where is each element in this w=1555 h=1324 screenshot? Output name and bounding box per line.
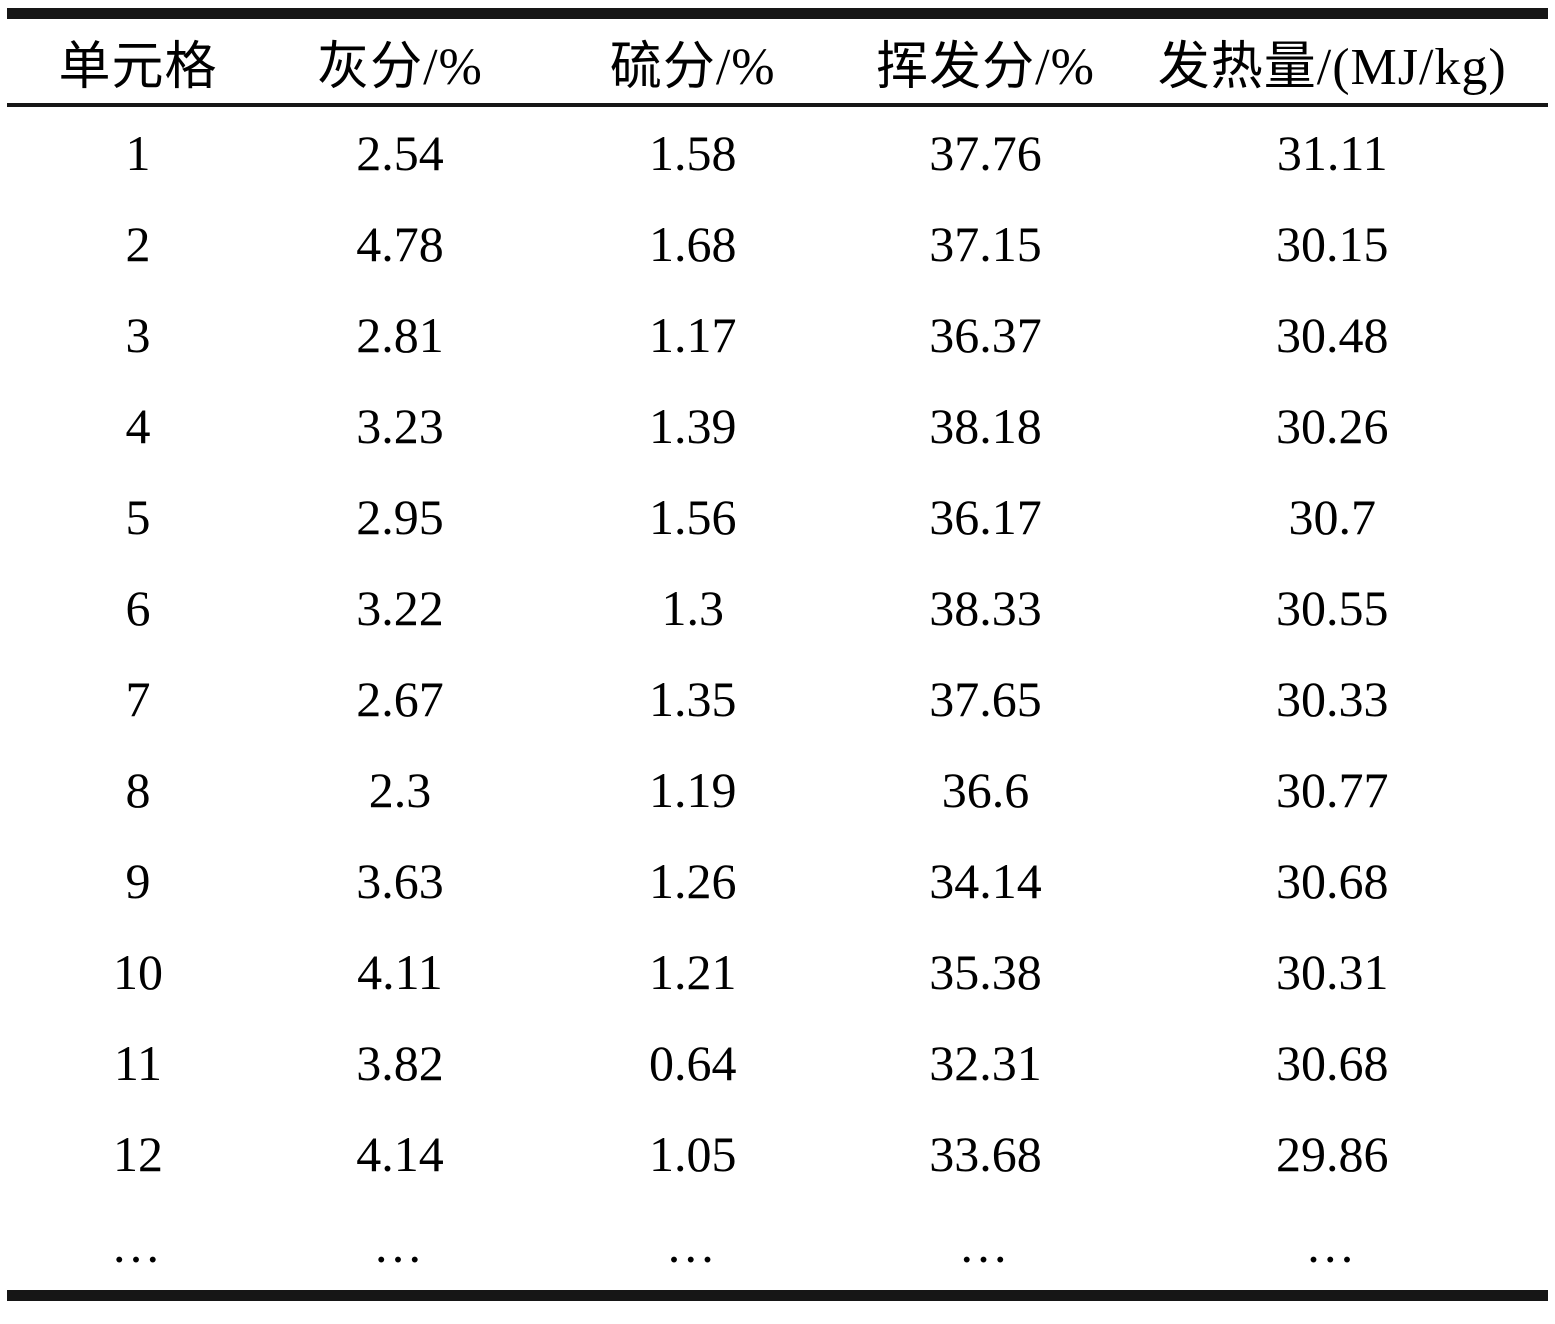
table-cell-volatile: 37.15 (929, 215, 1042, 272)
table-cell-calorific: 30.77 (1276, 761, 1389, 818)
table-cell-sulfur: 1.26 (648, 852, 737, 909)
table-cell-cell: 2 (125, 215, 151, 272)
table-cell-cell: 8 (125, 761, 151, 818)
table-row: 3 2.81 1.17 36.37 30.48 (7, 289, 1548, 380)
table-row: 6 3.22 1.3 38.33 30.55 (7, 562, 1548, 653)
table-cell-calorific: 30.68 (1276, 852, 1389, 909)
table-cell-sulfur: 1.3 (661, 579, 724, 636)
table-cell-calorific: 30.15 (1276, 215, 1389, 272)
table-cell-sulfur: 0.64 (648, 1034, 737, 1091)
table-cell-cell: … (110, 1216, 165, 1273)
table-row: 11 3.82 0.64 32.31 30.68 (7, 1017, 1548, 1108)
table-cell-ash: 4.11 (357, 943, 443, 1000)
table-cell-volatile: 36.17 (929, 488, 1042, 545)
table-row: 9 3.63 1.26 34.14 30.68 (7, 835, 1548, 926)
column-header: 灰分/% (268, 13, 531, 107)
table-cell-calorific: 30.26 (1276, 397, 1389, 454)
table-cell-volatile: 32.31 (929, 1034, 1042, 1091)
table-cell-volatile: 36.6 (941, 761, 1030, 818)
table-cell-volatile: 34.14 (929, 852, 1042, 909)
column-header: 单元格 (7, 13, 269, 107)
table-cell-volatile: … (958, 1216, 1013, 1273)
table-cell-volatile: 35.38 (929, 943, 1042, 1000)
table-cell-calorific: 30.48 (1276, 306, 1389, 363)
table-cell-sulfur: 1.21 (648, 943, 737, 1000)
table-row: 7 2.67 1.35 37.65 30.33 (7, 653, 1548, 744)
table-cell-volatile: 36.37 (929, 306, 1042, 363)
table-cell-cell: 11 (113, 1034, 163, 1091)
table-cell-sulfur: 1.58 (648, 124, 737, 181)
table-cell-cell: 5 (125, 488, 151, 545)
table-cell-ash: 4.78 (356, 215, 444, 272)
table-cell-volatile: 33.68 (929, 1125, 1042, 1182)
table-cell-sulfur: 1.39 (648, 397, 737, 454)
table-body: 1 2.54 1.58 37.76 31.11 2 4.78 1.68 37.15 30.15 3 2… (7, 105, 1548, 1296)
table-cell-cell: 7 (125, 670, 151, 727)
table-cell-cell: 6 (125, 579, 151, 636)
table-cell-sulfur: 1.56 (648, 488, 737, 545)
table-row: 8 2.3 1.19 36.6 30.77 (7, 744, 1548, 835)
table-cell-calorific: … (1305, 1216, 1360, 1273)
table-header: 单元格 灰分/% 硫分/% 挥发分/% 发热量/(MJ/kg) (7, 13, 1548, 107)
table-cell-calorific: 30.33 (1276, 670, 1389, 727)
header-row: 单元格 灰分/% 硫分/% 挥发分/% 发热量/(MJ/kg) (7, 13, 1548, 107)
table-cell-ash: 4.14 (356, 1125, 444, 1182)
ellipsis-row: … … … … … (7, 1199, 1548, 1296)
table-row: 4 3.23 1.39 38.18 30.26 (7, 380, 1548, 471)
table-cell-calorific: 30.7 (1288, 488, 1377, 545)
table-cell-cell: 10 (112, 943, 163, 1000)
table-cell-ash: 3.82 (356, 1034, 444, 1091)
table-cell-volatile: 37.76 (929, 124, 1042, 181)
table-cell-sulfur: 1.35 (648, 670, 737, 727)
table-cell-volatile: 38.33 (929, 579, 1042, 636)
table-cell-calorific: 30.68 (1276, 1034, 1389, 1091)
table-cell-cell: 3 (125, 306, 151, 363)
table-cell-ash: 2.81 (356, 306, 444, 363)
table-cell-ash: 3.23 (356, 397, 444, 454)
table-cell-ash: 2.95 (356, 488, 444, 545)
table-row: 5 2.95 1.56 36.17 30.7 (7, 471, 1548, 562)
table-cell-ash: 3.22 (356, 579, 444, 636)
table-cell-volatile: 37.65 (929, 670, 1042, 727)
table-cell-sulfur: 1.19 (648, 761, 737, 818)
coal-quality-table: 单元格 灰分/% 硫分/% 挥发分/% 发热量/(MJ/kg) 1 2.54 1.58 37.… (7, 8, 1548, 1301)
table-cell-ash: … (372, 1216, 427, 1273)
table-cell-sulfur: … (665, 1216, 720, 1273)
column-header: 挥发分/% (854, 13, 1117, 107)
table-cell-volatile: 38.18 (929, 397, 1042, 454)
table-cell-ash: 2.67 (356, 670, 444, 727)
column-header: 硫分/% (530, 13, 855, 107)
table-row: 12 4.14 1.05 33.68 29.86 (7, 1108, 1548, 1199)
table-row: 2 4.78 1.68 37.15 30.15 (7, 198, 1548, 289)
table-cell-calorific: 30.31 (1276, 943, 1389, 1000)
table-cell-cell: 9 (125, 852, 151, 909)
table-cell-sulfur: 1.05 (648, 1125, 737, 1182)
table-cell-sulfur: 1.17 (648, 306, 737, 363)
table-cell-calorific: 29.86 (1276, 1125, 1389, 1182)
table-cell-calorific: 31.11 (1276, 124, 1388, 181)
table-row: 10 4.11 1.21 35.38 30.31 (7, 926, 1548, 1017)
table-cell-cell: 4 (125, 397, 151, 454)
table-cell-calorific: 30.55 (1276, 579, 1389, 636)
table-cell-ash: 2.54 (356, 124, 444, 181)
table-row: 1 2.54 1.58 37.76 31.11 (7, 105, 1548, 198)
table-cell-ash: 2.3 (368, 761, 432, 818)
table-cell-cell: 12 (112, 1125, 163, 1182)
table-cell-ash: 3.63 (356, 852, 444, 909)
table-cell-cell: 1 (125, 124, 151, 181)
column-header: 发热量/(MJ/kg) (1116, 13, 1548, 107)
table-cell-sulfur: 1.68 (648, 215, 737, 272)
